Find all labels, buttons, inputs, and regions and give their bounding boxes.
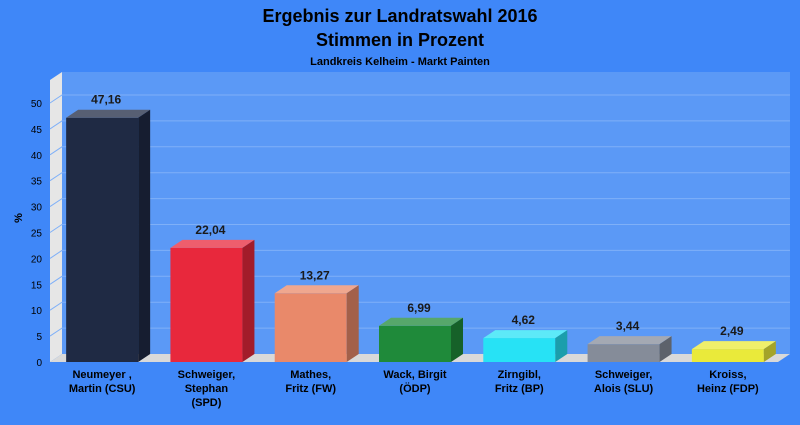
bar-front	[587, 344, 660, 362]
y-tick-label: 25	[31, 229, 43, 240]
chart-region-label: Landkreis Kelheim - Markt Painten	[310, 56, 490, 68]
data-label: 47,16	[91, 93, 121, 107]
gridline	[49, 249, 790, 259]
bar-front	[379, 325, 451, 362]
bar-side	[763, 341, 776, 362]
bar	[170, 239, 255, 362]
data-label: 4,62	[512, 313, 536, 327]
gridlines	[49, 94, 790, 337]
bar-side	[659, 336, 672, 362]
data-label: 22,04	[195, 223, 225, 237]
bar-top	[170, 239, 255, 248]
bar	[691, 341, 776, 362]
gridline	[49, 94, 790, 104]
bar-top	[483, 330, 568, 339]
y-tick-label: 40	[31, 151, 43, 162]
bar-side	[138, 109, 151, 362]
y-tick-label: 20	[31, 254, 43, 265]
bar	[587, 336, 672, 362]
x-tick-label: Schweiger, Stephan (SPD)	[178, 369, 235, 409]
y-axis-ticks: 0 5 10 15 20 25 30 35 40 45 50	[31, 99, 43, 369]
bar	[483, 330, 568, 362]
x-axis-labels: Neumeyer , Martin (CSU) Schweiger, Stephan(…	[69, 369, 759, 409]
y-tick-label: 50	[31, 99, 43, 110]
data-label: 3,44	[616, 319, 640, 333]
bar-side	[346, 285, 359, 362]
y-tick-label: 35	[31, 177, 43, 188]
bar-front	[66, 117, 139, 362]
bar-top	[66, 109, 151, 118]
y-tick-label: 0	[36, 358, 42, 369]
gridline	[49, 301, 790, 311]
x-tick-label: Wack, Birgit (ÖDP)	[383, 369, 446, 395]
y-tick-label: 15	[31, 280, 43, 291]
chart-subtitle: Stimmen in Prozent	[316, 30, 484, 50]
data-label: 2,49	[720, 324, 744, 338]
bar	[274, 285, 359, 362]
bar-top	[379, 317, 463, 326]
gridline	[49, 327, 790, 337]
gridline	[49, 198, 790, 208]
x-tick-label: Mathes, Fritz (FW)	[285, 369, 336, 395]
bar-front	[170, 247, 243, 362]
gridline	[49, 146, 790, 156]
y-tick-label: 5	[36, 332, 42, 343]
bar-front	[274, 293, 347, 362]
gridline	[49, 275, 790, 285]
x-tick-label: Zirngibl, Fritz (BP)	[495, 369, 544, 395]
y-axis-label: %	[13, 213, 25, 223]
chart-title: Ergebnis zur Landratswahl 2016	[262, 6, 537, 26]
gridline	[49, 224, 790, 233]
y-tick-label: 45	[31, 125, 43, 136]
y-tick-label: 30	[31, 203, 43, 214]
bar-side	[555, 330, 568, 362]
bar	[379, 317, 463, 362]
bar-top	[691, 341, 776, 350]
bar-top	[274, 285, 359, 294]
bars: 47,16 22,04 13,27 6,99 4,62 3,44 2,49	[66, 93, 776, 362]
x-tick-label: Schweiger, Alois (SLU)	[594, 369, 654, 395]
gridline	[49, 120, 790, 130]
bar	[66, 109, 151, 362]
bar-front	[483, 338, 556, 362]
gridline	[49, 172, 790, 182]
left-wall	[50, 72, 62, 362]
data-label: 6,99	[407, 301, 431, 315]
bar-top	[587, 336, 672, 345]
x-tick-label: Kroiss, Heinz (FDP)	[697, 369, 759, 395]
bar-side	[242, 239, 255, 362]
bar-side	[451, 317, 463, 362]
y-tick-label: 10	[31, 306, 43, 317]
bar-front	[691, 349, 764, 362]
x-tick-label: Neumeyer , Martin (CSU)	[69, 369, 136, 395]
data-label: 13,27	[300, 268, 330, 282]
